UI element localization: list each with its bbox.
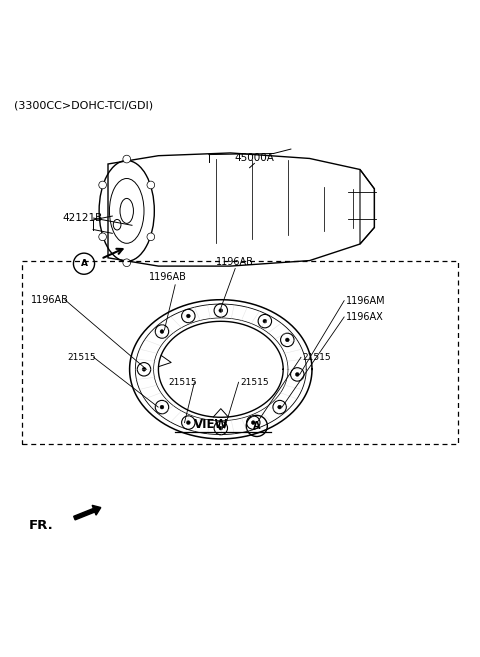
Circle shape [99,233,107,240]
Text: 1196AX: 1196AX [346,312,384,322]
Circle shape [214,421,228,435]
Text: 21515: 21515 [67,353,96,362]
FancyArrow shape [74,505,101,520]
Text: 1196AB: 1196AB [149,273,187,283]
Text: A: A [253,421,261,431]
Circle shape [281,333,294,347]
Circle shape [247,416,260,429]
Circle shape [160,330,164,333]
Text: FR.: FR. [29,519,54,532]
Circle shape [258,315,272,328]
Circle shape [273,400,287,414]
Circle shape [290,368,304,381]
Circle shape [123,155,131,163]
Circle shape [219,309,223,313]
Circle shape [142,367,146,371]
Circle shape [137,363,151,376]
Circle shape [286,338,289,342]
Text: 1196AM: 1196AM [346,296,385,306]
Circle shape [155,400,168,414]
Circle shape [181,309,195,323]
Circle shape [295,373,299,376]
Circle shape [123,259,131,267]
Bar [22,261,458,443]
Text: (3300CC>DOHC-TCI/GDI): (3300CC>DOHC-TCI/GDI) [14,101,154,110]
Text: 21515: 21515 [240,378,269,387]
Text: 21515: 21515 [302,353,331,362]
Text: 45000A: 45000A [234,153,275,163]
Circle shape [278,405,282,409]
Text: 1196AB: 1196AB [216,257,254,267]
Text: VIEW: VIEW [194,418,228,431]
Circle shape [155,325,168,338]
Text: A: A [81,260,87,268]
Circle shape [263,319,267,323]
Circle shape [147,233,155,240]
Text: 1196AB: 1196AB [31,295,69,305]
Circle shape [214,304,228,317]
Circle shape [160,405,164,409]
Circle shape [186,420,190,424]
Circle shape [252,420,255,424]
Circle shape [181,416,195,429]
Circle shape [147,181,155,189]
Text: 21515: 21515 [168,378,197,387]
Circle shape [219,426,223,430]
Circle shape [99,181,107,189]
Circle shape [186,314,190,318]
Text: 42121B: 42121B [62,213,103,223]
Ellipse shape [113,219,121,230]
